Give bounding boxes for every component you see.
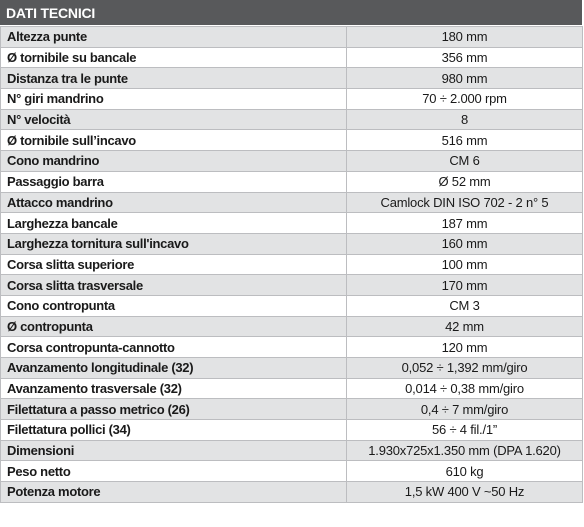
spec-label: Avanzamento trasversale (32): [0, 377, 347, 400]
table-row: Attacco mandrino Camlock DIN ISO 702 - 2 …: [0, 191, 583, 214]
spec-value: 160 mm: [346, 232, 583, 255]
spec-value: 610 kg: [346, 460, 583, 483]
spec-label: Corsa slitta superiore: [0, 253, 347, 276]
table-row: Larghezza bancale 187 mm: [0, 212, 583, 234]
specs-table: Altezza punte 180 mm Ø tornibile su bancal…: [0, 26, 583, 503]
spec-value: 187 mm: [346, 212, 583, 234]
spec-label: Altezza punte: [0, 26, 347, 48]
spec-value: 100 mm: [346, 253, 583, 276]
spec-value: 120 mm: [346, 336, 583, 358]
table-row: Corsa contropunta-cannotto 120 mm: [0, 336, 583, 358]
table-row: Cono contropunta CM 3: [0, 294, 583, 317]
table-row: Corsa slitta trasversale 170 mm: [0, 274, 583, 296]
spec-value: CM 6: [346, 150, 583, 172]
table-row: Filettatura a passo metrico (26) 0,4 ÷ 7 …: [0, 398, 583, 421]
spec-value: 980 mm: [346, 67, 583, 90]
spec-label: Cono mandrino: [0, 150, 347, 172]
spec-label: Corsa slitta trasversale: [0, 274, 347, 296]
spec-label: Distanza tra le punte: [0, 67, 347, 90]
table-row: N° velocità 8: [0, 108, 583, 131]
spec-label: Corsa contropunta-cannotto: [0, 336, 347, 358]
spec-value: CM 3: [346, 294, 583, 317]
spec-label: Avanzamento longitudinale (32): [0, 357, 347, 379]
spec-label: Cono contropunta: [0, 294, 347, 317]
spec-label: Peso netto: [0, 460, 347, 483]
spec-label: Potenza motore: [0, 481, 347, 503]
table-row: Passaggio barra Ø 52 mm: [0, 170, 583, 193]
spec-value: 1.930x725x1.350 mm (DPA 1.620): [346, 439, 583, 462]
spec-label: Passaggio barra: [0, 170, 347, 193]
specs-table-body: Altezza punte 180 mm Ø tornibile su bancal…: [0, 26, 583, 503]
spec-value: 516 mm: [346, 129, 583, 152]
table-row: N° giri mandrino 70 ÷ 2.000 rpm: [0, 88, 583, 110]
table-row: Altezza punte 180 mm: [0, 26, 583, 48]
table-row: Corsa slitta superiore 100 mm: [0, 253, 583, 276]
table-row: Dimensioni 1.930x725x1.350 mm (DPA 1.620): [0, 439, 583, 462]
spec-label: N° velocità: [0, 108, 347, 131]
spec-label: Filettatura pollici (34): [0, 419, 347, 441]
spec-label: Larghezza bancale: [0, 212, 347, 234]
spec-value: 0,4 ÷ 7 mm/giro: [346, 398, 583, 421]
table-row: Peso netto 610 kg: [0, 460, 583, 483]
spec-value: 0,052 ÷ 1,392 mm/giro: [346, 357, 583, 379]
spec-label: Dimensioni: [0, 439, 347, 462]
spec-label: Filettatura a passo metrico (26): [0, 398, 347, 421]
spec-label: Larghezza tornitura sull'incavo: [0, 232, 347, 255]
spec-value: Ø 52 mm: [346, 170, 583, 193]
spec-label: Attacco mandrino: [0, 191, 347, 214]
table-row: Ø contropunta 42 mm: [0, 315, 583, 338]
table-row: Avanzamento trasversale (32) 0,014 ÷ 0,38…: [0, 377, 583, 400]
spec-label: Ø tornibile su bancale: [0, 46, 347, 69]
spec-value: 70 ÷ 2.000 rpm: [346, 88, 583, 110]
spec-value: 170 mm: [346, 274, 583, 296]
table-row: Distanza tra le punte 980 mm: [0, 67, 583, 90]
table-row: Larghezza tornitura sull'incavo 160 mm: [0, 232, 583, 255]
table-row: Avanzamento longitudinale (32) 0,052 ÷ 1,…: [0, 357, 583, 379]
table-row: Ø tornibile sull’incavo 516 mm: [0, 129, 583, 152]
table-row: Ø tornibile su bancale 356 mm: [0, 46, 583, 69]
spec-value: 180 mm: [346, 26, 583, 48]
spec-value: 0,014 ÷ 0,38 mm/giro: [346, 377, 583, 400]
table-row: Filettatura pollici (34) 56 ÷ 4 fil./1”: [0, 419, 583, 441]
spec-value: 56 ÷ 4 fil./1”: [346, 419, 583, 441]
spec-value: 356 mm: [346, 46, 583, 69]
table-row: Potenza motore 1,5 kW 400 V ~50 Hz: [0, 481, 583, 503]
spec-value: 42 mm: [346, 315, 583, 338]
spec-label: N° giri mandrino: [0, 88, 347, 110]
spec-label: Ø contropunta: [0, 315, 347, 338]
spec-label: Ø tornibile sull’incavo: [0, 129, 347, 152]
spec-value: Camlock DIN ISO 702 - 2 n° 5: [346, 191, 583, 214]
spec-value: 1,5 kW 400 V ~50 Hz: [346, 481, 583, 503]
section-title: DATI TECNICI: [0, 0, 582, 26]
table-row: Cono mandrino CM 6: [0, 150, 583, 172]
spec-value: 8: [346, 108, 583, 131]
